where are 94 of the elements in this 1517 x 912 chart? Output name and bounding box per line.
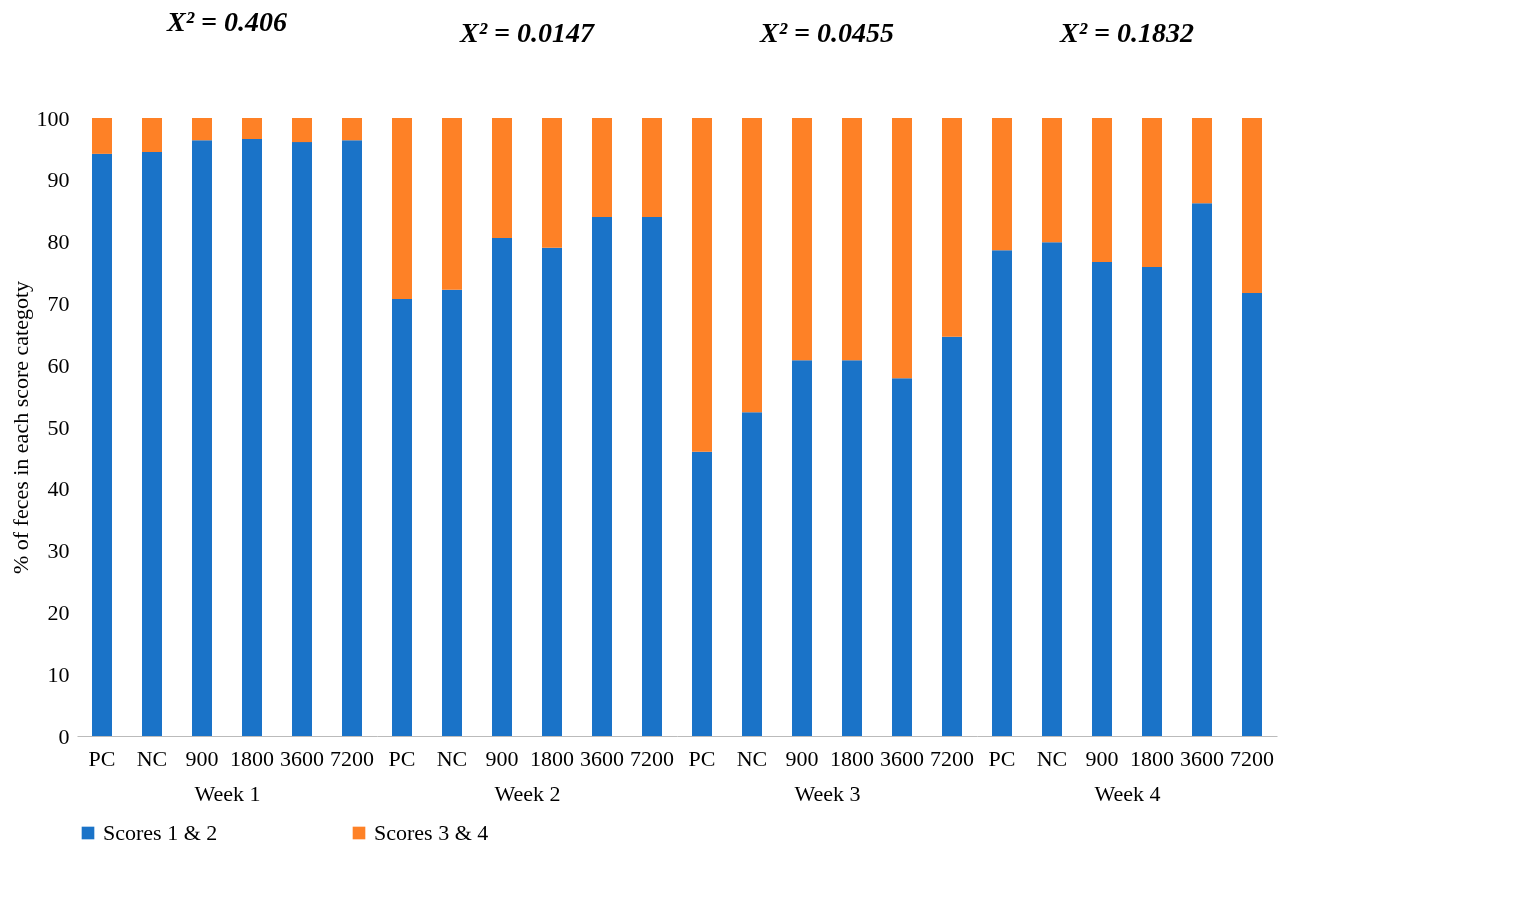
legend-label: Scores 1 & 2 <box>103 820 218 845</box>
bar <box>292 118 312 143</box>
bar <box>542 118 562 248</box>
bar <box>142 118 162 152</box>
bar <box>742 118 762 413</box>
x-axis-title: Week 4 <box>1094 780 1161 806</box>
bar <box>392 118 412 300</box>
y-tick-label: 20 <box>47 599 70 625</box>
bar <box>792 360 812 736</box>
bar <box>192 118 212 141</box>
x-tick-label: PC <box>988 745 1016 771</box>
x-axis-title: Week 1 <box>194 780 261 806</box>
y-tick-label: 100 <box>36 105 70 131</box>
x-axis-title: Week 2 <box>494 780 561 806</box>
legend-label: Scores 3 & 4 <box>374 820 489 845</box>
chart-title: X² = 0.1832 <box>1058 17 1195 48</box>
bar <box>442 289 462 736</box>
bar <box>992 250 1012 736</box>
y-tick-label: 40 <box>47 476 70 502</box>
y-tick-label: 90 <box>47 167 70 193</box>
bar <box>342 140 362 736</box>
bar <box>1192 118 1212 204</box>
x-tick-label: 3600 <box>1180 745 1224 771</box>
x-tick-label: 1800 <box>230 745 274 771</box>
x-tick-label: NC <box>1036 745 1068 771</box>
bar <box>842 360 862 736</box>
bar <box>242 139 262 736</box>
x-tick-label: 1800 <box>830 745 874 771</box>
x-tick-label: 900 <box>485 745 519 771</box>
x-tick-label: PC <box>88 745 116 771</box>
bar <box>292 142 312 736</box>
bar <box>892 378 912 736</box>
x-tick-label: 7200 <box>330 745 374 771</box>
bar <box>842 118 862 361</box>
bar <box>792 118 812 361</box>
bar <box>442 118 462 290</box>
x-tick-label: 3600 <box>280 745 324 771</box>
x-tick-label: NC <box>136 745 168 771</box>
bar <box>242 118 262 140</box>
bar <box>1142 266 1162 736</box>
y-axis-title: % of feces in each score categoty <box>7 280 33 575</box>
y-tick-label: 0 <box>58 723 70 749</box>
bar <box>592 216 612 736</box>
bar <box>1042 242 1062 736</box>
chart-title: X² = 0.406 <box>165 6 288 37</box>
chart-title: X² = 0.0455 <box>758 17 895 48</box>
bar <box>1042 118 1062 243</box>
bar <box>1142 118 1162 267</box>
y-tick-label: 80 <box>47 229 70 255</box>
bar <box>1242 292 1262 736</box>
bar <box>92 118 112 154</box>
bar <box>1192 203 1212 736</box>
x-tick-label: 900 <box>785 745 819 771</box>
x-tick-label: 1800 <box>1130 745 1174 771</box>
y-tick-label: 50 <box>47 414 70 440</box>
bar <box>642 118 662 217</box>
y-tick-label: 30 <box>47 538 70 564</box>
x-tick-label: 900 <box>1085 745 1119 771</box>
x-tick-label: 7200 <box>930 745 974 771</box>
bar <box>992 118 1012 251</box>
bar <box>342 118 362 141</box>
bar <box>492 237 512 736</box>
chart-title: X² = 0.0147 <box>458 17 596 48</box>
x-tick-label: 3600 <box>580 745 624 771</box>
x-tick-label: 7200 <box>1230 745 1274 771</box>
x-tick-label: 900 <box>185 745 219 771</box>
x-tick-label: NC <box>736 745 768 771</box>
bar <box>1092 118 1112 262</box>
bar <box>192 140 212 736</box>
bar <box>142 151 162 736</box>
x-tick-label: 1800 <box>530 745 574 771</box>
bar <box>692 118 712 452</box>
bar <box>1242 118 1262 293</box>
bar <box>392 299 412 736</box>
bar <box>542 247 562 736</box>
x-tick-label: PC <box>388 745 416 771</box>
x-tick-label: PC <box>688 745 716 771</box>
bar <box>742 412 762 736</box>
bar <box>892 118 912 379</box>
y-tick-label: 10 <box>47 661 70 687</box>
bar <box>942 336 962 736</box>
x-axis-title: Week 3 <box>794 780 861 806</box>
bar <box>1092 261 1112 736</box>
x-tick-label: 3600 <box>880 745 924 771</box>
x-tick-label: NC <box>436 745 468 771</box>
x-tick-label: 7200 <box>630 745 674 771</box>
bar <box>642 216 662 736</box>
bar <box>492 118 512 238</box>
bar <box>942 118 962 337</box>
y-tick-label: 60 <box>47 352 70 378</box>
bar <box>692 451 712 736</box>
bar <box>92 153 112 736</box>
y-tick-label: 70 <box>47 290 70 316</box>
bar <box>592 118 612 217</box>
